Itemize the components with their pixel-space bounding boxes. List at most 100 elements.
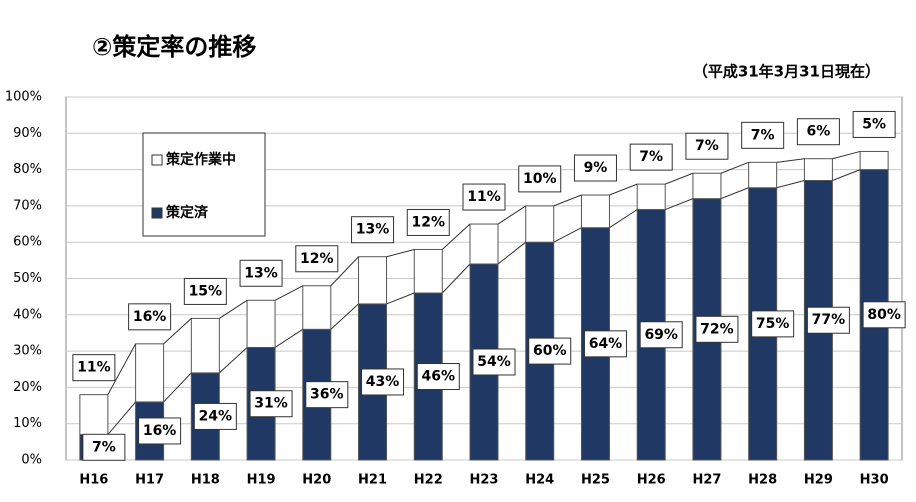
data-label-box <box>305 381 349 409</box>
series-line <box>218 347 248 374</box>
data-label: 69% <box>644 327 678 343</box>
data-label: 72% <box>700 321 734 337</box>
data-label: 60% <box>533 343 567 359</box>
data-label: 11% <box>467 189 501 205</box>
series-line <box>107 401 136 435</box>
series-line <box>386 292 415 305</box>
series-line <box>274 285 304 301</box>
x-tick-label: H26 <box>637 473 666 488</box>
x-tick-label: H17 <box>135 473 164 488</box>
data-label-box <box>183 277 227 305</box>
x-tick-label: H28 <box>748 473 777 488</box>
series-line <box>386 248 415 258</box>
legend-label: 策定済 <box>165 204 209 221</box>
bar <box>358 256 388 305</box>
series-line <box>163 372 192 403</box>
data-label: 11% <box>77 360 111 376</box>
legend-marker <box>151 154 163 166</box>
data-label-box <box>862 301 906 329</box>
data-label-box <box>138 417 182 445</box>
data-label-box <box>462 183 506 211</box>
bar <box>636 183 666 211</box>
data-label-box <box>239 259 283 287</box>
data-label: 15% <box>189 283 223 299</box>
y-tick-label: 30% <box>13 344 42 359</box>
series-line <box>107 343 137 395</box>
y-tick-label: 70% <box>13 198 42 213</box>
data-label-box <box>128 303 172 331</box>
data-label-box <box>751 310 795 338</box>
bar <box>79 394 109 436</box>
data-label-box <box>796 118 840 146</box>
series-line <box>219 299 248 319</box>
legend-box <box>142 132 266 237</box>
data-label: 43% <box>366 374 400 390</box>
data-label: 16% <box>133 309 167 325</box>
data-label-box <box>82 433 126 461</box>
data-label: 31% <box>254 396 288 412</box>
data-label-box <box>406 208 450 236</box>
data-label-box <box>72 354 116 382</box>
x-tick-label: H16 <box>79 473 108 488</box>
series-line <box>497 205 527 225</box>
bar <box>803 158 833 181</box>
bar <box>748 161 778 189</box>
data-label: 75% <box>756 316 790 332</box>
series-line <box>609 183 638 196</box>
data-label-box <box>472 348 516 376</box>
bar <box>190 317 220 374</box>
x-tick-label: H29 <box>804 473 833 488</box>
data-label: 6% <box>807 124 831 140</box>
bar <box>692 172 722 200</box>
data-label-box <box>249 390 293 418</box>
x-tick-label: H30 <box>860 473 889 488</box>
x-tick-label: H21 <box>358 473 387 488</box>
data-label-box <box>685 132 729 160</box>
x-tick-label: H25 <box>581 473 610 488</box>
data-label: 24% <box>199 408 233 424</box>
series-line <box>665 198 694 210</box>
data-label-box <box>573 154 617 182</box>
data-label: 12% <box>300 251 334 267</box>
y-tick-label: 60% <box>13 235 42 250</box>
series-line <box>274 328 304 348</box>
legend-label: 策定作業中 <box>165 151 236 168</box>
y-tick-label: 0% <box>21 453 42 468</box>
data-label: 5% <box>862 116 886 132</box>
data-label-box <box>583 330 627 358</box>
data-label-box <box>416 363 460 391</box>
data-label: 10% <box>523 171 557 187</box>
y-tick-label: 10% <box>13 416 42 431</box>
data-label: 7% <box>92 439 116 455</box>
bar <box>469 223 499 265</box>
data-label: 64% <box>589 336 623 352</box>
bar <box>413 248 443 294</box>
series-line <box>776 180 805 189</box>
series-line <box>832 150 861 160</box>
data-label: 7% <box>639 149 663 165</box>
series-line <box>163 318 192 345</box>
data-label-box <box>361 368 405 396</box>
data-label-box <box>351 216 395 244</box>
x-tick-label: H19 <box>247 473 276 488</box>
bar <box>859 150 889 171</box>
series-line <box>720 187 749 200</box>
data-label: 9% <box>584 160 608 176</box>
x-tick-label: H22 <box>414 473 443 488</box>
x-tick-label: H27 <box>692 473 721 488</box>
data-label-box <box>741 121 785 149</box>
data-label: 12% <box>412 214 446 230</box>
data-label-box <box>629 143 673 171</box>
series-line <box>609 209 638 229</box>
legend-marker <box>151 207 163 219</box>
x-tick-label: H20 <box>302 473 331 488</box>
bar <box>525 205 555 243</box>
data-label: 16% <box>143 423 177 439</box>
y-tick-label: 100% <box>5 90 42 105</box>
data-label: 46% <box>422 369 456 385</box>
data-label: 36% <box>310 387 344 403</box>
data-label-box <box>518 165 562 193</box>
x-tick-label: H23 <box>470 473 499 488</box>
series-line <box>832 169 861 181</box>
